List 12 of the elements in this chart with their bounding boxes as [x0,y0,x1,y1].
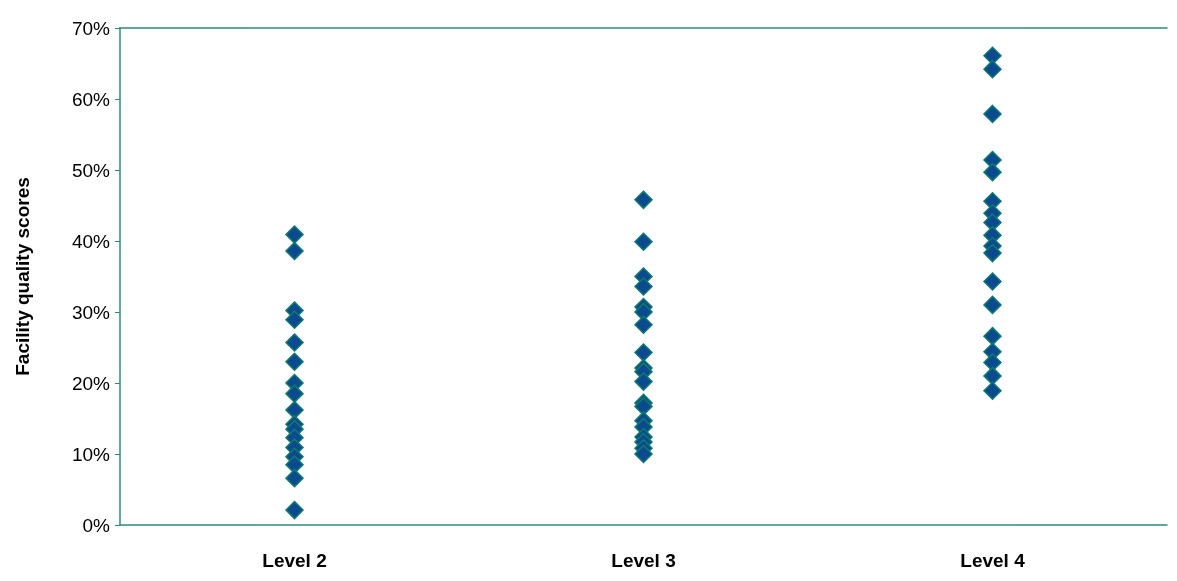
y-tick-label: 30% [71,301,111,323]
y-tick-label: 10% [71,443,111,465]
y-tick-label: 0% [82,514,111,536]
y-tick-label: 60% [71,88,111,110]
y-tick-label: 70% [71,17,111,39]
x-tick-label: Level 4 [960,550,1026,571]
y-tick-label: 20% [71,372,111,394]
x-tick-label: Level 3 [611,550,676,571]
x-tick-label: Level 2 [262,550,327,571]
y-tick-label: 40% [71,230,111,252]
y-axis-title: Facility quality scores [12,177,33,376]
y-tick-label: 50% [71,159,111,181]
